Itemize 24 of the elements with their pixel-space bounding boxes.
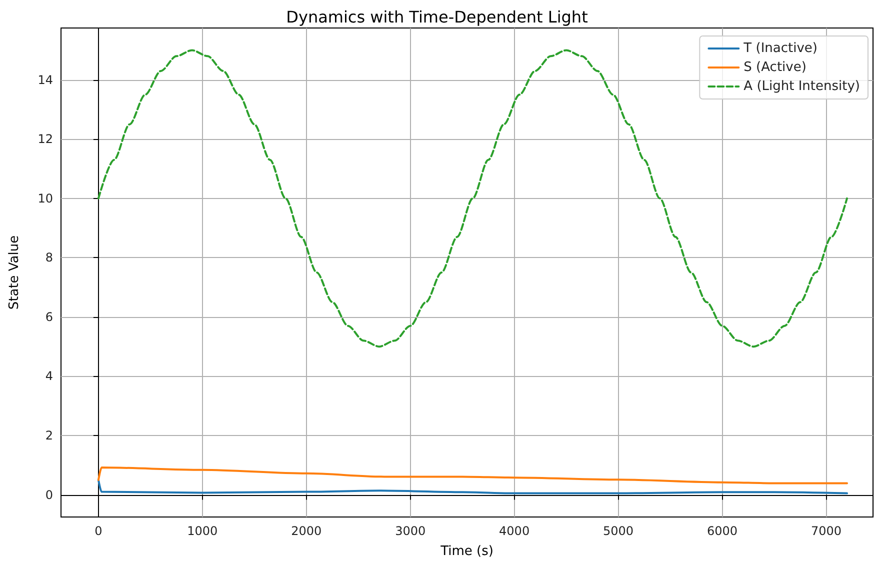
line-series [97,478,848,494]
y-tick-label: 4 [45,369,53,384]
x-tick-label: 7000 [810,524,842,538]
x-tick-label: 0 [94,524,102,538]
x-tick-label: 1000 [187,524,218,538]
legend-label: T (Inactive) [742,41,818,56]
y-tick-label: 14 [38,72,53,87]
y-tick-label: 2 [45,428,53,442]
y-tick-label: 10 [38,191,53,206]
y-axis-title: State Value [7,235,22,310]
y-tick-label: 0 [45,488,53,502]
legend-label: A (Light Intensity) [744,79,860,94]
line-series [97,466,848,484]
x-tick-label: 6000 [706,524,738,538]
legend-label: S (Active) [744,60,806,75]
y-tick-label: 6 [45,310,53,324]
x-axis-title: Time (s) [440,544,494,559]
x-tick-label: 3000 [395,524,426,538]
y-tick-label: 8 [45,250,53,265]
y-tick-label: 12 [38,132,53,146]
chart-title: Dynamics with Time-Dependent Light [286,8,588,26]
x-tick-label: 5000 [603,524,634,538]
x-tick-label: 2000 [291,524,322,538]
x-tick-label: 4000 [499,524,530,538]
